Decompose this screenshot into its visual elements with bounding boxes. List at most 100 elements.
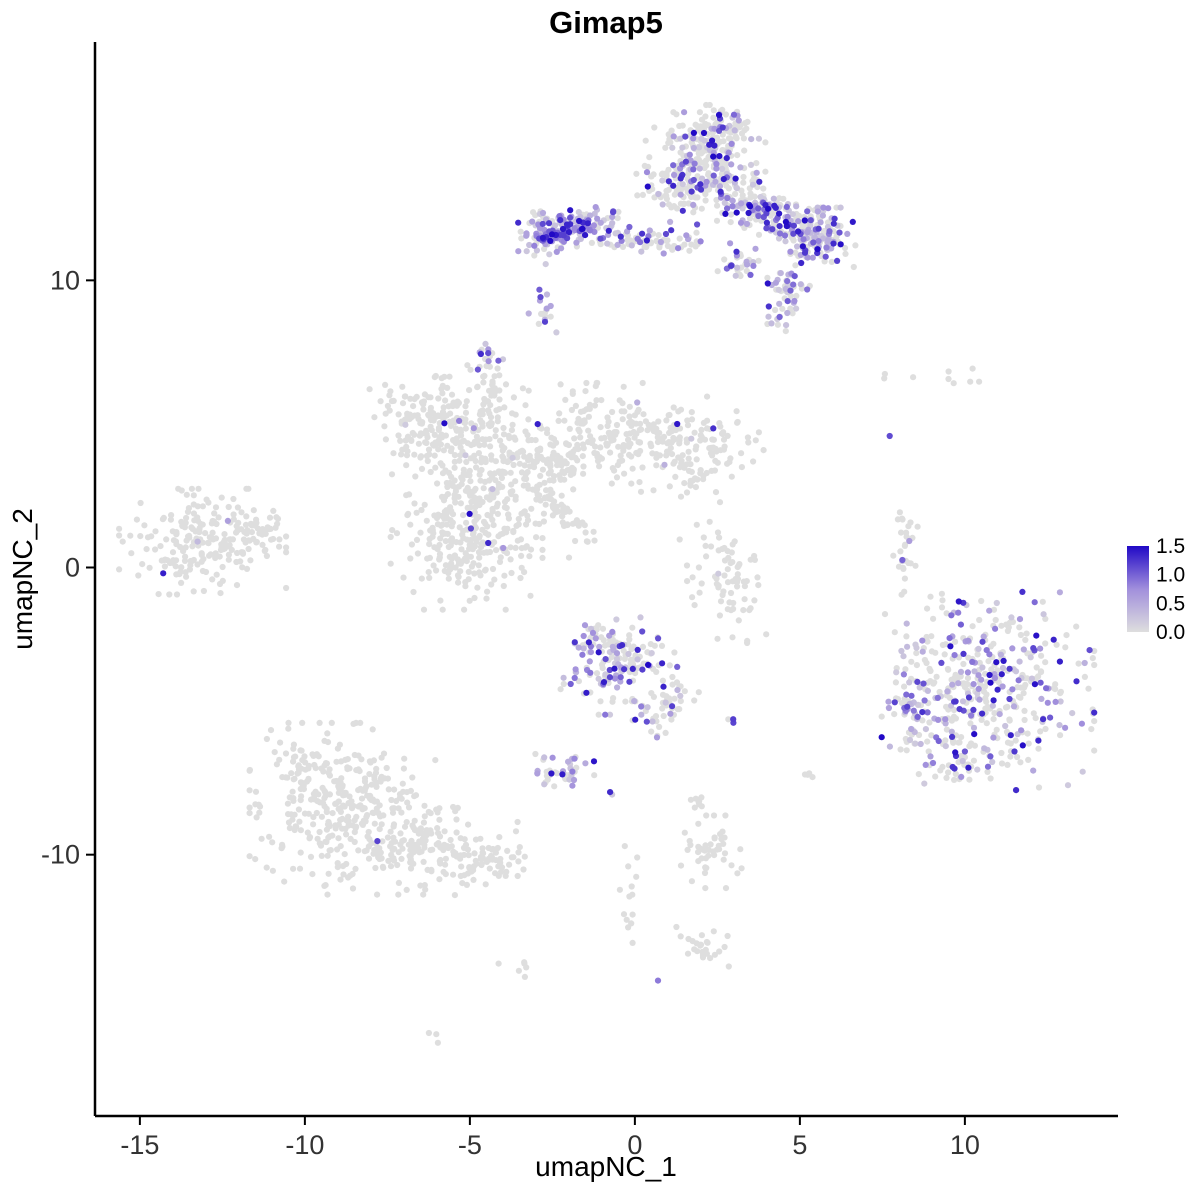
cell-point <box>634 854 641 861</box>
cell-point <box>842 250 849 257</box>
cell-point <box>753 160 760 167</box>
cell-point <box>616 397 623 404</box>
cell-point <box>784 213 791 220</box>
cell-point <box>746 215 754 222</box>
cell-point <box>478 419 485 426</box>
cell-point <box>559 225 567 233</box>
cell-point <box>938 604 946 611</box>
cell-point <box>721 256 728 263</box>
cell-point <box>410 403 417 410</box>
cell-point <box>820 204 827 211</box>
cell-point <box>782 328 789 335</box>
cell-point <box>798 259 805 267</box>
cell-point <box>434 412 441 420</box>
cell-point <box>294 770 301 777</box>
cell-point <box>886 743 894 750</box>
cell-point <box>994 686 1001 693</box>
cell-point <box>489 565 497 573</box>
cell-point <box>939 597 946 604</box>
cell-point <box>572 537 579 545</box>
cell-point <box>453 425 460 432</box>
cell-point <box>697 467 704 474</box>
cell-point <box>401 755 408 762</box>
cell-point <box>567 680 574 688</box>
cell-point <box>697 186 705 193</box>
cell-point <box>553 248 560 255</box>
cell-point <box>676 536 683 543</box>
cell-point <box>719 131 726 138</box>
cell-point <box>423 452 430 460</box>
cell-point <box>183 514 190 522</box>
cell-point <box>403 462 410 469</box>
cell-point <box>772 279 780 286</box>
cell-point <box>582 760 589 767</box>
cell-point <box>493 547 500 554</box>
cell-point <box>916 684 923 691</box>
cell-point <box>612 431 619 438</box>
cell-point <box>636 479 643 486</box>
cell-point <box>702 122 709 129</box>
cell-point <box>254 525 261 532</box>
cell-point <box>665 131 672 138</box>
cell-point <box>896 509 904 516</box>
cell-point <box>960 650 967 658</box>
cell-point <box>626 636 633 643</box>
legend-colorbar <box>1127 546 1149 632</box>
cell-point <box>964 669 972 676</box>
cell-point <box>1000 657 1007 665</box>
cell-point <box>372 864 379 872</box>
cell-point <box>506 435 513 442</box>
cell-point <box>738 464 746 471</box>
cell-point <box>163 536 170 543</box>
cell-point <box>263 864 270 871</box>
cell-point <box>636 439 644 446</box>
cell-point <box>523 475 530 483</box>
cell-point <box>304 829 311 836</box>
cell-point <box>285 725 292 732</box>
cell-point <box>976 616 983 624</box>
cell-point <box>1081 673 1088 681</box>
cell-point <box>621 655 628 663</box>
cell-point <box>677 135 684 142</box>
cell-point <box>912 740 919 747</box>
cell-point <box>721 443 728 450</box>
cell-point <box>252 801 259 808</box>
cell-point <box>152 546 159 553</box>
cell-point <box>365 855 373 862</box>
cell-point <box>461 606 468 613</box>
cell-point <box>454 572 462 579</box>
cell-point <box>580 470 587 477</box>
cell-point <box>579 651 586 658</box>
cell-point <box>649 718 656 725</box>
cell-point <box>623 916 630 923</box>
cell-point <box>535 320 542 327</box>
cell-point <box>521 453 528 460</box>
cell-point <box>690 129 698 136</box>
cell-point <box>691 602 698 609</box>
cell-point <box>965 694 973 701</box>
cell-point <box>547 486 554 493</box>
cell-point <box>697 437 704 444</box>
cell-point <box>998 622 1005 629</box>
cell-point <box>350 802 357 810</box>
cell-point <box>738 200 745 207</box>
cell-point <box>188 485 195 492</box>
cell-point <box>710 425 717 432</box>
cell-point <box>655 635 662 642</box>
cell-point <box>744 434 752 441</box>
cell-point <box>414 550 421 557</box>
cell-point <box>895 563 903 570</box>
cell-point <box>897 746 904 753</box>
cell-point <box>447 448 454 455</box>
cell-point <box>621 843 628 850</box>
cell-point <box>717 598 725 605</box>
cell-point <box>310 814 317 821</box>
cell-point <box>301 753 308 760</box>
cell-point <box>433 514 441 522</box>
cell-point <box>919 717 926 724</box>
cell-point <box>620 383 627 390</box>
cell-point <box>707 955 714 962</box>
cell-point <box>924 738 931 745</box>
cell-point <box>783 203 790 210</box>
cell-point <box>943 774 950 782</box>
